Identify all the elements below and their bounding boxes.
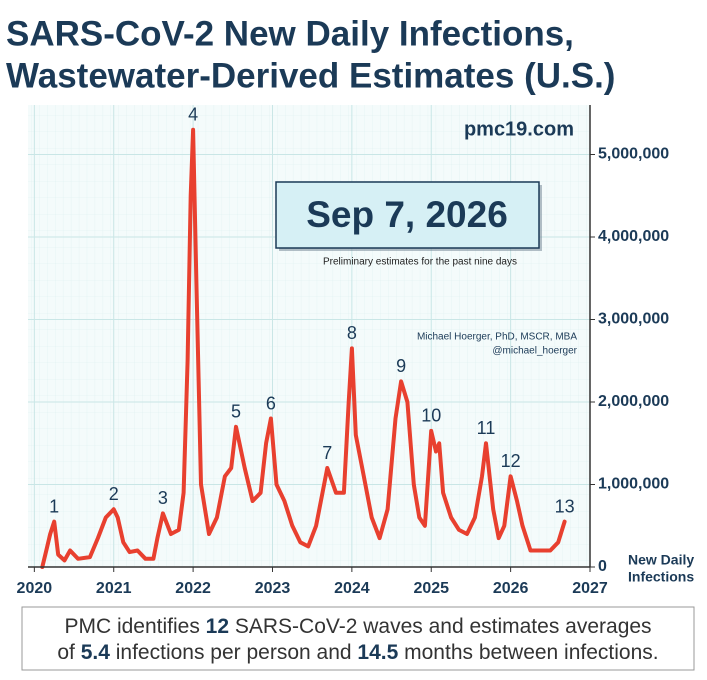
date-label: Sep 7, 2026 bbox=[306, 194, 508, 235]
footer-line: of 5.4 infections per person and 14.5 mo… bbox=[57, 641, 658, 664]
y-tick-label: 5,000,000 bbox=[598, 146, 669, 163]
x-tick-label: 2026 bbox=[493, 580, 529, 597]
wave-label: 8 bbox=[347, 323, 357, 343]
footer-segment: SARS-CoV-2 waves and estimates averages bbox=[229, 615, 652, 638]
texts: 0 1,000,000 2,000,000 3,000,000 4,000,000 5,0… bbox=[17, 105, 670, 598]
footer-segment: 5.4 bbox=[81, 641, 111, 664]
wave-label: 9 bbox=[396, 356, 406, 376]
footer-segment: 14.5 bbox=[357, 641, 398, 664]
x-tick-label: 2027 bbox=[572, 580, 608, 597]
y-tick-label: 0 bbox=[598, 558, 607, 575]
footer-box bbox=[21, 606, 695, 671]
wave-label: 11 bbox=[477, 418, 496, 438]
wave-label: 2 bbox=[109, 484, 119, 504]
y-tick-label: 4,000,000 bbox=[598, 228, 669, 245]
x-tick-label: 2020 bbox=[17, 580, 53, 597]
wave-label: 5 bbox=[231, 402, 241, 422]
footer-segment: 12 bbox=[206, 615, 229, 638]
x-tick-label: 2024 bbox=[334, 580, 370, 597]
credit: Michael Hoerger, PhD, MSCR, MBA bbox=[417, 332, 577, 343]
wave-label: 6 bbox=[266, 393, 276, 413]
chart-title: SARS-CoV-2 New Daily Infections, bbox=[6, 14, 574, 53]
y-tick-label: 1,000,000 bbox=[598, 476, 669, 493]
y-tick-label: 3,000,000 bbox=[598, 311, 669, 328]
wave-label: 10 bbox=[421, 406, 441, 426]
footer-segment: months between infections. bbox=[398, 641, 658, 664]
site-label: pmc19.com bbox=[464, 118, 574, 140]
footer-segment: infections per person and bbox=[110, 641, 358, 664]
x-tick-label: 2022 bbox=[175, 580, 211, 597]
footer-segment: PMC identifies bbox=[64, 615, 205, 638]
wave-label: 7 bbox=[322, 443, 332, 463]
x-tick-label: 2025 bbox=[413, 580, 449, 597]
footer-line: PMC identifies 12 SARS-CoV-2 waves and e… bbox=[64, 615, 651, 638]
x-tick-label: 2021 bbox=[96, 580, 132, 597]
date-box bbox=[275, 181, 540, 249]
wave-label: 1 bbox=[49, 496, 59, 516]
date-note: Preliminary estimates for the past nine … bbox=[323, 257, 517, 268]
series-line bbox=[40, 127, 567, 569]
chart-title: Wastewater-Derived Estimates (U.S.) bbox=[6, 56, 615, 95]
lines bbox=[40, 127, 567, 569]
y-axis-label: New Daily bbox=[628, 552, 694, 568]
credit: @michael_hoerger bbox=[492, 346, 577, 357]
footer-segment: of bbox=[57, 641, 80, 664]
wave-label: 4 bbox=[188, 105, 198, 125]
wave-label: 13 bbox=[555, 496, 575, 516]
wave-label: 3 bbox=[158, 488, 168, 508]
y-tick-label: 2,000,000 bbox=[598, 393, 669, 410]
wave-label: 12 bbox=[501, 451, 521, 471]
x-tick-label: 2023 bbox=[255, 580, 291, 597]
y-axis-label: Infections bbox=[628, 569, 694, 585]
